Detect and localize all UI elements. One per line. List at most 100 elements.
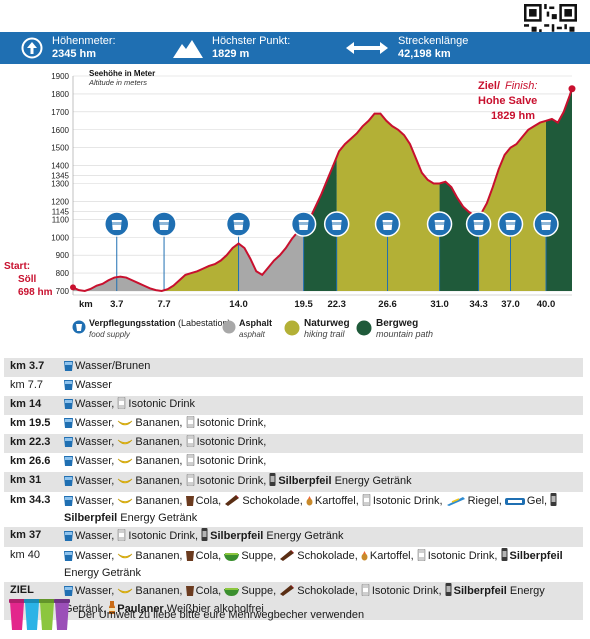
supply-row: ZIEL Wasser, Bananen, Cola, Suppe, Schoko… [4,582,583,620]
item-text: Isotonic Drink, [196,436,267,448]
item-brand: Paulaner [117,603,164,615]
banana-icon [117,437,133,452]
surface-bergweg [303,156,337,291]
x-tick-label: 22.3 [327,299,346,310]
food-station-marker [225,211,252,237]
cup-icon [64,530,73,546]
y-tick-label: 1145 [52,207,70,216]
y-tick-label: 800 [56,269,70,278]
item-text: Isotonic Drink, [196,417,267,429]
item-text: Bananen, [135,455,183,467]
food-station-marker [465,211,492,237]
banana-icon [117,586,133,601]
legend-label: Verpflegungsstation [89,318,176,328]
can-icon [269,473,276,491]
footer-text: Der Umwelt zu liebe bitte eure Mehrwegbe… [78,609,365,621]
banana-icon [117,551,133,566]
can-icon [550,493,557,511]
item-text: Wasser/Brunen [75,360,151,372]
stat-label: Höchster Punkt: [212,35,291,47]
cup-icon [64,379,73,395]
legend-food-supply: Verpflegungsstation (Labestation) food s… [89,318,231,340]
y-tick-label: 1300 [51,180,69,189]
drink-icon [417,548,426,566]
item-text: Bananen, [135,417,183,429]
x-tick-label: 34.3 [469,299,488,310]
cup-icon [64,398,73,414]
x-tick-label: 7.7 [157,299,170,310]
item-text: Weißbier alkoholfrei [163,603,264,615]
item-text: Wasser, [75,530,115,542]
legend-sub: mountain path [376,329,434,339]
item-text: Wasser, [75,436,115,448]
row-km: km 19.5 [10,417,51,429]
x-tick-label: 31.0 [430,299,449,310]
drink-icon [186,434,195,452]
cup-icon [64,436,73,452]
start-label-1: Start: [4,261,30,272]
item-text: Wasser, [75,455,115,467]
surface-naturweg [336,113,440,291]
item-text: Bananen, [135,436,183,448]
surface-naturweg [478,120,546,291]
item-text: Riegel, [467,495,502,507]
can-icon [501,548,508,566]
item-text: Cola, [195,495,222,507]
x-axis-label: km [79,299,93,310]
food-station-marker [151,211,177,237]
chocolate-icon [279,584,295,601]
food-station-marker [104,211,130,237]
potato-icon [306,496,313,511]
supply-row: km 40 Wasser, Bananen, Cola, Suppe, Schok… [4,547,583,582]
stat-distance: Streckenlänge 42,198 km [398,35,468,61]
supply-row: km 37 Wasser, Isotonic Drink, Silberpfeil… [4,527,583,547]
item-text: Bananen, [135,495,183,507]
item-text: Isotonic Drink, [196,455,267,467]
item-text: Wasser, [75,585,115,597]
item-text: Bananen, [135,550,183,562]
food-station-marker [497,211,524,237]
item-text: Wasser, [75,550,115,562]
supply-row: km 3.7 Wasser/Brunen [4,358,583,377]
item-brand: Silberpfeil [278,475,332,487]
legend-label: Bergweg [376,318,419,329]
item-text: Isotonic Drink, [371,585,442,597]
reusable-cups-icon [9,599,70,630]
legend-asphalt: Asphalt asphalt [239,318,272,340]
cup-icon [64,455,73,471]
y-tick-label: 1600 [51,126,69,135]
finish-label-4: 1829 hm [491,110,535,122]
y-tick-label: 1800 [51,90,69,99]
double-arrow-icon [346,42,388,54]
cola-icon [185,550,194,566]
item-text: Isotonic Drink, [196,475,267,487]
food-station-marker [374,211,401,237]
chocolate-icon [279,549,295,566]
item-text: Bananen, [135,475,183,487]
row-km: km 34.3 [10,494,51,506]
surface-bergweg [439,181,479,291]
drink-icon [186,415,195,433]
item-text: Suppe, [241,550,277,562]
row-km: km 37 [10,529,42,541]
stats-bar: Höhenmeter: 2345 hm Höchster Punkt: 1829… [0,32,590,64]
drink-icon [186,473,195,491]
cola-icon [185,495,194,511]
cup-icon [64,585,73,601]
item-text: Energy Getränk [263,530,344,542]
surface-naturweg [164,243,239,291]
drink-icon [117,528,126,546]
item-text: Schokolade, [297,585,358,597]
arrow-up-circle-icon [21,37,43,59]
potato-icon [361,551,368,566]
asphalt-legend-icon [222,320,236,334]
x-tick-label: 26.6 [378,299,397,310]
y-tick-label: 1400 [51,162,69,171]
chocolate-icon [224,494,240,511]
legend-sub: asphalt [239,330,265,339]
banana-icon [117,496,133,511]
item-text: Energy Getränk, [64,585,545,615]
legend-label: Naturweg [304,318,350,329]
item-text: Kartoffel, [369,550,414,562]
item-text: Isotonic Drink [128,398,196,410]
